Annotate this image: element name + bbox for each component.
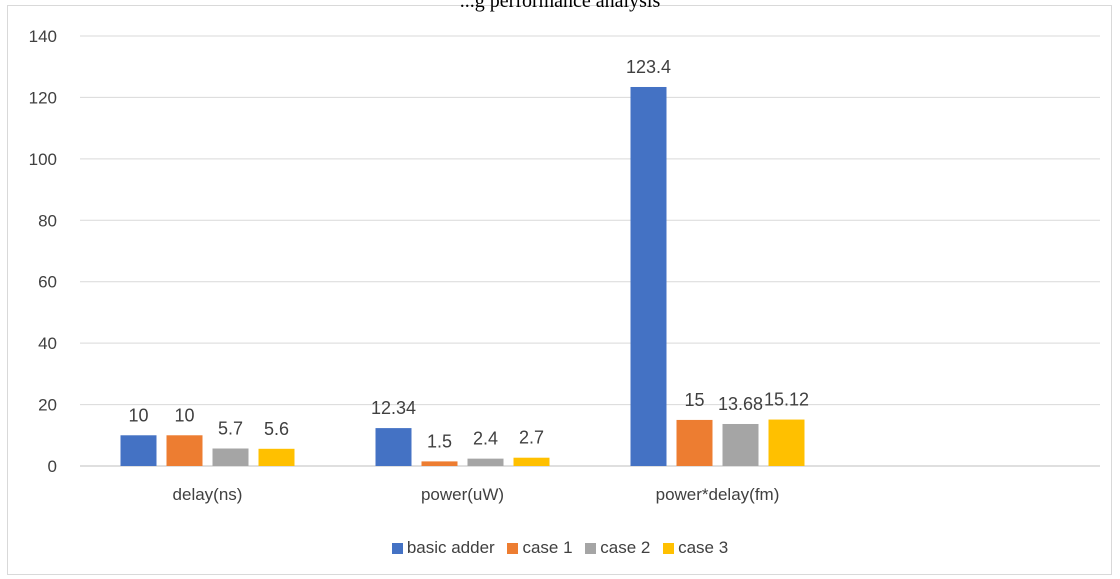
data-label: 15 xyxy=(684,390,704,410)
y-tick-label: 60 xyxy=(38,273,57,292)
legend-label: case 2 xyxy=(600,538,651,557)
bar xyxy=(120,435,157,466)
data-label: 5.6 xyxy=(264,419,289,439)
x-tick-label: power*delay(fm) xyxy=(656,485,780,504)
bar xyxy=(212,448,249,466)
y-tick-label: 0 xyxy=(48,457,57,476)
bar xyxy=(676,419,713,466)
y-tick-label: 20 xyxy=(38,396,57,415)
legend-item-basic-adder: basic adder xyxy=(391,538,495,558)
x-tick-label: delay(ns) xyxy=(173,485,243,504)
y-tick-label: 40 xyxy=(38,334,57,353)
legend-swatch xyxy=(507,542,519,554)
legend-item-case-1: case 1 xyxy=(507,538,573,558)
chart-title: ...g performance analysis xyxy=(459,0,661,12)
legend-label: basic adder xyxy=(406,538,495,557)
data-label: 15.12 xyxy=(764,390,809,410)
y-tick-label: 100 xyxy=(29,150,57,169)
y-tick-label: 80 xyxy=(38,211,57,230)
data-label: 123.4 xyxy=(626,57,671,77)
legend-item-case-2: case 2 xyxy=(585,538,650,558)
bar xyxy=(467,458,504,466)
bar xyxy=(166,435,203,466)
data-label: 5.7 xyxy=(218,418,243,438)
data-label: 1.5 xyxy=(427,431,452,451)
legend-label: case 3 xyxy=(678,538,729,557)
chart-frame xyxy=(7,5,1112,575)
bar xyxy=(630,86,667,466)
legend-label: case 1 xyxy=(522,538,573,557)
data-label: 13.68 xyxy=(718,394,763,414)
legend: basic adder case 1 case 2 case 3 xyxy=(0,538,1120,559)
bar xyxy=(768,419,805,466)
legend-swatch xyxy=(391,542,403,554)
data-label: 10 xyxy=(174,405,194,425)
bar xyxy=(421,461,458,466)
y-tick-label: 140 xyxy=(29,27,57,46)
data-label: 12.34 xyxy=(371,398,416,418)
bar xyxy=(513,457,550,466)
data-label: 10 xyxy=(128,405,148,425)
bar xyxy=(375,428,412,466)
x-tick-label: power(uW) xyxy=(421,485,504,504)
data-label: 2.7 xyxy=(519,428,544,448)
y-tick-label: 120 xyxy=(29,88,57,107)
legend-swatch xyxy=(585,542,597,554)
legend-item-case-3: case 3 xyxy=(663,538,728,558)
data-label: 2.4 xyxy=(473,429,498,449)
bar xyxy=(722,423,759,466)
legend-swatch xyxy=(663,542,675,554)
bar xyxy=(258,448,295,466)
